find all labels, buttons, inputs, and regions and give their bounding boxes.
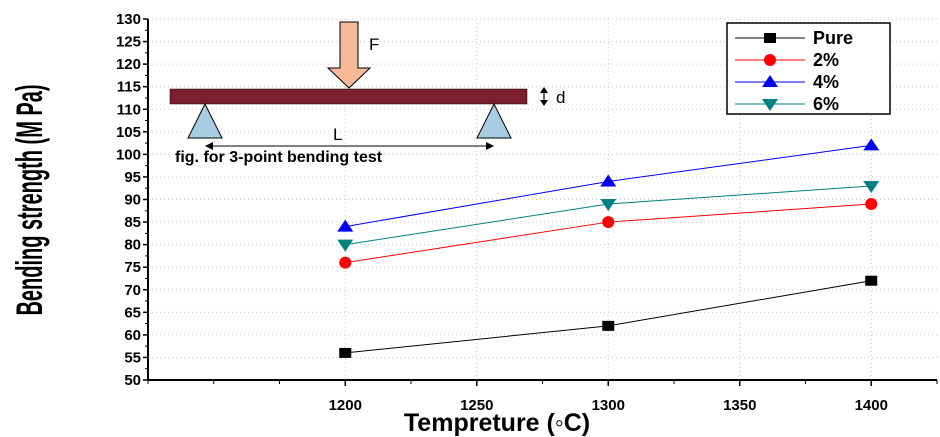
series-2 bbox=[337, 138, 880, 232]
right-support bbox=[476, 102, 512, 139]
data-point bbox=[600, 174, 617, 187]
x-tick-label: 1300 bbox=[592, 397, 625, 414]
x-tick-label: 1350 bbox=[723, 397, 756, 414]
y-tick-label: 105 bbox=[116, 124, 141, 141]
data-point bbox=[337, 219, 354, 232]
span-label: L bbox=[333, 125, 342, 144]
y-tick-label: 115 bbox=[117, 79, 141, 96]
inset-caption: fig. for 3-point bending test bbox=[175, 149, 383, 166]
y-tick-label: 50 bbox=[124, 372, 141, 389]
data-point bbox=[602, 216, 615, 229]
data-point bbox=[339, 347, 352, 358]
legend-box bbox=[726, 22, 891, 115]
beam bbox=[169, 88, 528, 105]
legend-marker bbox=[762, 99, 778, 111]
legend-item: 4% bbox=[735, 72, 839, 92]
series-0 bbox=[339, 275, 878, 358]
legend-marker bbox=[764, 54, 776, 66]
x-tick-label: 1250 bbox=[460, 397, 493, 414]
legend-label: 2% bbox=[813, 50, 839, 70]
y-tick-label: 125 bbox=[116, 34, 141, 51]
x-axis-title: Tempreture (◦C) bbox=[404, 409, 590, 437]
depth-label: d bbox=[556, 88, 565, 107]
legend-item: Pure bbox=[735, 28, 853, 48]
data-point bbox=[863, 138, 880, 151]
y-tick-label: 60 bbox=[124, 327, 141, 344]
legend-label: 4% bbox=[813, 72, 839, 92]
y-axis-title: Bending strength (M Pa) bbox=[10, 84, 51, 315]
bending-test-inset: F d L fig. for 3-point bending test bbox=[169, 21, 565, 166]
legend-marker bbox=[762, 75, 778, 87]
axes: 50 55 60 65 70 75 80 85 90 95 100 105 110 115 120 125 13… bbox=[116, 11, 938, 414]
y-tick-label: 120 bbox=[116, 56, 141, 73]
legend-item: 2% bbox=[735, 50, 839, 70]
data-point bbox=[865, 198, 878, 211]
data-point bbox=[339, 256, 352, 269]
left-support bbox=[187, 102, 223, 139]
legend-label: 6% bbox=[813, 94, 839, 114]
y-tick-label: 85 bbox=[124, 214, 141, 231]
depth-arrow bbox=[540, 87, 548, 106]
y-tick-label: 100 bbox=[116, 146, 141, 163]
legend-label: Pure bbox=[813, 28, 853, 48]
series-3 bbox=[337, 180, 880, 252]
x-tick-label: 1400 bbox=[855, 397, 888, 414]
y-tick-label: 130 bbox=[116, 11, 141, 28]
y-tick-label: 55 bbox=[124, 349, 141, 366]
series-layer bbox=[337, 138, 880, 358]
data-point bbox=[337, 239, 354, 252]
data-point bbox=[600, 199, 617, 212]
y-tick-label: 110 bbox=[117, 101, 141, 118]
data-point bbox=[863, 180, 880, 193]
data-point bbox=[602, 320, 615, 331]
y-tick-label: 65 bbox=[124, 304, 141, 321]
legend-item: 6% bbox=[735, 94, 839, 114]
force-arrow bbox=[326, 21, 372, 89]
data-point bbox=[865, 275, 878, 286]
y-tick-label: 75 bbox=[124, 259, 141, 276]
force-label: F bbox=[369, 35, 379, 54]
y-tick-label: 80 bbox=[124, 237, 141, 254]
y-tick-label: 95 bbox=[124, 169, 141, 186]
y-tick-label: 70 bbox=[124, 282, 141, 299]
y-tick-label: 90 bbox=[124, 192, 141, 209]
legend-marker bbox=[764, 33, 776, 43]
span-arrow bbox=[205, 142, 494, 150]
series-1 bbox=[339, 198, 878, 269]
x-tick-label: 1200 bbox=[329, 397, 362, 414]
